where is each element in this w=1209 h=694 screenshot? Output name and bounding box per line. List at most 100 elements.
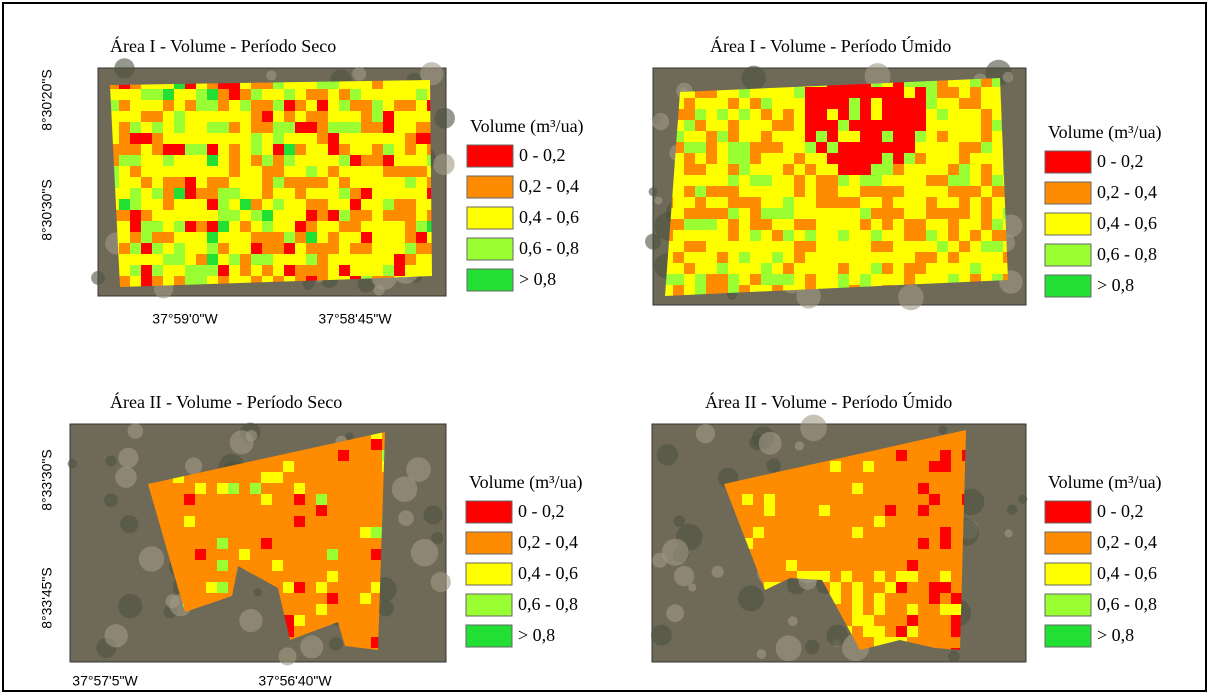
- raster-cell: [706, 186, 717, 197]
- raster-cell: [849, 197, 860, 208]
- raster-cell: [130, 243, 141, 254]
- raster-cell: [262, 210, 273, 221]
- raster-cell: [152, 232, 163, 243]
- raster-cell: [185, 89, 196, 100]
- legend-swatch: [1045, 213, 1091, 235]
- raster-cell: [871, 153, 882, 164]
- raster-cell: [306, 89, 317, 100]
- raster-cell: [918, 494, 929, 505]
- raster-cell: [339, 177, 350, 188]
- raster-cell: [284, 111, 295, 122]
- raster-cell: [305, 527, 316, 538]
- raster-cell: [970, 153, 981, 164]
- raster-cell: [141, 144, 152, 155]
- vegetation: [1005, 529, 1013, 537]
- legend-title: Volume (m³/ua): [1048, 122, 1162, 143]
- raster-cell: [896, 472, 907, 483]
- raster-cell: [827, 186, 838, 197]
- raster-cell: [915, 252, 926, 263]
- raster-cell: [272, 472, 283, 483]
- raster-cell: [152, 100, 163, 111]
- legend-swatch: [467, 176, 513, 198]
- raster-cell: [273, 166, 284, 177]
- raster-cell: [207, 144, 218, 155]
- raster-cell: [272, 538, 283, 549]
- raster-cell: [196, 133, 207, 144]
- raster-cell: [349, 615, 360, 626]
- raster-cell: [195, 516, 206, 527]
- raster-cell: [794, 197, 805, 208]
- raster-cell: [863, 615, 874, 626]
- raster-cell: [783, 131, 794, 142]
- raster-cell: [808, 527, 819, 538]
- raster-cell: [284, 100, 295, 111]
- legend-swatch: [1045, 275, 1091, 297]
- raster-cell: [764, 549, 775, 560]
- raster-cell: [405, 254, 416, 265]
- raster-cell: [852, 538, 863, 549]
- raster-cell: [349, 637, 360, 648]
- raster-cell: [786, 516, 797, 527]
- raster-cell: [185, 122, 196, 133]
- raster-cell: [904, 131, 915, 142]
- raster-cell: [207, 199, 218, 210]
- vegetation: [120, 515, 138, 533]
- raster-cell: [929, 505, 940, 516]
- raster-cell: [229, 166, 240, 177]
- raster-cell: [416, 133, 427, 144]
- raster-cell: [196, 144, 207, 155]
- raster-cell: [849, 131, 860, 142]
- raster-cell: [394, 243, 405, 254]
- raster-cell: [849, 98, 860, 109]
- raster-cell: [717, 208, 728, 219]
- raster-cell: [860, 164, 871, 175]
- raster-cell: [852, 560, 863, 571]
- raster-cell: [896, 571, 907, 582]
- raster-cell: [929, 483, 940, 494]
- raster-cell: [251, 221, 262, 232]
- raster-cell: [706, 274, 717, 285]
- raster-cell: [284, 221, 295, 232]
- raster-cell: [174, 210, 185, 221]
- vegetation: [378, 601, 394, 617]
- raster-cell: [371, 538, 382, 549]
- raster-cell: [907, 516, 918, 527]
- raster-cell: [706, 241, 717, 252]
- raster-cell: [827, 153, 838, 164]
- raster-cell: [981, 120, 992, 131]
- raster-cell: [185, 232, 196, 243]
- legend-label: > 0,8: [518, 625, 555, 645]
- raster-cell: [305, 483, 316, 494]
- vegetation: [433, 154, 454, 175]
- raster-cell: [119, 243, 130, 254]
- raster-cell: [981, 153, 992, 164]
- raster-cell: [940, 439, 951, 450]
- raster-cell: [240, 111, 251, 122]
- raster-cell: [350, 243, 361, 254]
- raster-cell: [394, 254, 405, 265]
- raster-cell: [915, 274, 926, 285]
- raster-cell: [794, 87, 805, 98]
- raster-cell: [317, 232, 328, 243]
- raster-cell: [262, 111, 273, 122]
- raster-cell: [218, 199, 229, 210]
- raster-cell: [992, 153, 1003, 164]
- raster-cell: [893, 252, 904, 263]
- raster-cell: [305, 516, 316, 527]
- raster-cell: [383, 122, 394, 133]
- raster-cell: [830, 505, 841, 516]
- raster-cell: [119, 133, 130, 144]
- raster-cell: [218, 166, 229, 177]
- raster-cell: [261, 483, 272, 494]
- raster-cell: [240, 177, 251, 188]
- raster-cell: [863, 593, 874, 604]
- raster-cell: [339, 122, 350, 133]
- raster-cell: [970, 142, 981, 153]
- raster: [662, 76, 1014, 307]
- raster-cell: [926, 164, 937, 175]
- raster-cell: [119, 199, 130, 210]
- raster-cell: [775, 571, 786, 582]
- raster-cell: [874, 560, 885, 571]
- raster-cell: [283, 582, 294, 593]
- raster-cell: [750, 142, 761, 153]
